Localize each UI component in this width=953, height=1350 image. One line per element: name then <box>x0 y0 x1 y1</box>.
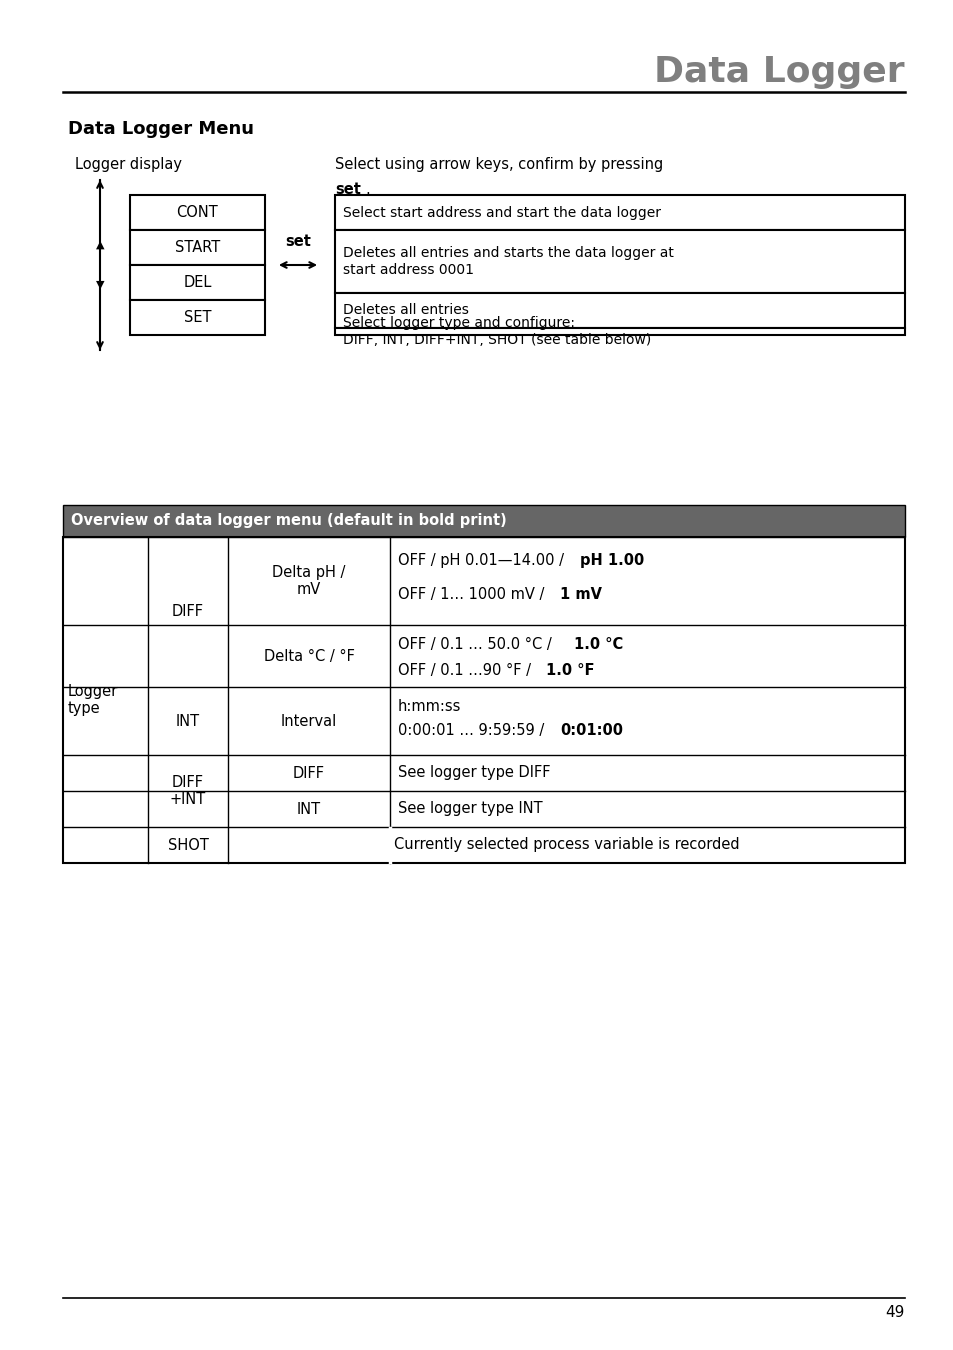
Text: 1.0 °F: 1.0 °F <box>545 663 594 678</box>
Text: ▼: ▼ <box>95 279 104 290</box>
Text: DIFF
+INT: DIFF +INT <box>170 775 206 807</box>
Text: OFF / 0.1 … 50.0 °C /: OFF / 0.1 … 50.0 °C / <box>397 637 556 652</box>
Text: Overview of data logger menu (default in bold print): Overview of data logger menu (default in… <box>71 513 506 528</box>
Text: OFF / 0.1 …90 °F /: OFF / 0.1 …90 °F / <box>397 663 535 678</box>
Text: Deletes all entries: Deletes all entries <box>343 304 468 317</box>
Text: pH 1.00: pH 1.00 <box>579 554 643 568</box>
Bar <box>63 505 904 537</box>
Text: OFF / 1… 1000 mV /: OFF / 1… 1000 mV / <box>397 587 548 602</box>
Text: set: set <box>285 234 311 248</box>
Text: 0:00:01 … 9:59:59 /: 0:00:01 … 9:59:59 / <box>397 724 548 738</box>
Text: Currently selected process variable is recorded: Currently selected process variable is r… <box>394 837 739 852</box>
Bar <box>335 194 904 230</box>
Text: 0:01:00: 0:01:00 <box>559 724 622 738</box>
Text: SHOT: SHOT <box>168 837 208 852</box>
Text: DIFF: DIFF <box>172 605 204 620</box>
Bar <box>130 194 265 230</box>
Text: Logger display: Logger display <box>75 157 182 171</box>
Text: 1.0 °C: 1.0 °C <box>574 637 622 652</box>
Text: Deletes all entries and starts the data logger at
start address 0001: Deletes all entries and starts the data … <box>343 247 673 277</box>
Text: See logger type INT: See logger type INT <box>397 802 542 817</box>
Text: Data Logger Menu: Data Logger Menu <box>68 120 253 138</box>
Text: Delta pH /
mV: Delta pH / mV <box>272 564 345 597</box>
Text: Interval: Interval <box>280 714 336 729</box>
Bar <box>130 230 265 265</box>
Text: SET: SET <box>184 310 211 325</box>
Text: Select logger type and configure:
DIFF, INT, DIFF+INT, SHOT (see table below): Select logger type and configure: DIFF, … <box>343 316 651 347</box>
Bar <box>130 265 265 300</box>
Bar <box>63 537 904 863</box>
Text: set: set <box>335 182 360 197</box>
Bar <box>335 328 904 335</box>
Text: OFF / pH 0.01—14.00 /: OFF / pH 0.01—14.00 / <box>397 554 568 568</box>
Bar <box>335 293 904 328</box>
Bar <box>130 300 265 335</box>
Text: DEL: DEL <box>183 275 212 290</box>
Text: 1 mV: 1 mV <box>559 587 601 602</box>
Text: Logger
type: Logger type <box>68 684 118 717</box>
Text: See logger type DIFF: See logger type DIFF <box>397 765 550 780</box>
Text: .: . <box>365 182 370 197</box>
Text: Delta °C / °F: Delta °C / °F <box>263 648 355 663</box>
Text: INT: INT <box>296 802 321 817</box>
Text: Select start address and start the data logger: Select start address and start the data … <box>343 205 660 220</box>
Text: CONT: CONT <box>176 205 218 220</box>
Text: h:mm:ss: h:mm:ss <box>397 699 461 714</box>
Text: DIFF: DIFF <box>293 765 325 780</box>
Text: 49: 49 <box>884 1305 904 1320</box>
Text: START: START <box>174 240 220 255</box>
Text: Select using arrow keys, confirm by pressing: Select using arrow keys, confirm by pres… <box>335 157 662 171</box>
Text: Data Logger: Data Logger <box>654 55 904 89</box>
Text: ▲: ▲ <box>95 240 104 250</box>
Bar <box>335 230 904 293</box>
Text: INT: INT <box>175 714 200 729</box>
